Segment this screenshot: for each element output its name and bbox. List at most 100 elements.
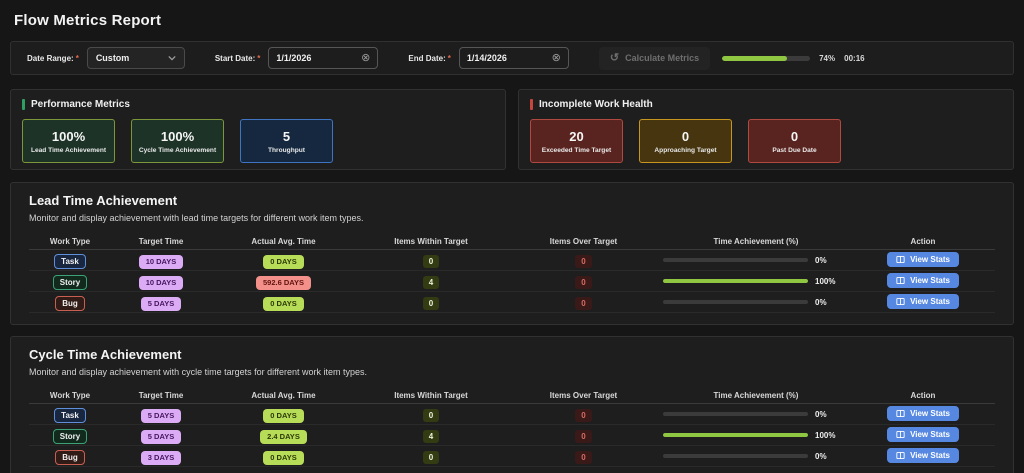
column-header: Items Within Target: [356, 391, 506, 400]
columns-icon: [896, 430, 905, 439]
clear-icon[interactable]: ⊗: [361, 53, 370, 64]
target-time-badge: 10 DAYS: [139, 255, 184, 269]
start-date-input-wrap: ⊗: [268, 47, 378, 69]
time-achievement-cell: 0%: [661, 256, 851, 265]
date-range-label: Date Range:*: [27, 54, 79, 63]
metric-label: Lead Time Achievement: [28, 147, 109, 154]
progress-track: [722, 56, 810, 61]
column-header: Actual Avg. Time: [211, 391, 356, 400]
actual-avg-time-badge: 0 DAYS: [263, 451, 303, 465]
filter-bar: Date Range:* Custom Start Date: * ⊗ End D…: [10, 41, 1014, 75]
items-over-target-cell: 0: [506, 426, 661, 444]
table-header-row: Work Type Target Time Actual Avg. Time I…: [29, 387, 995, 404]
metric-label: Past Due Date: [769, 147, 819, 154]
items-over-target-cell: 0: [506, 272, 661, 290]
action-cell: View Stats: [851, 293, 995, 311]
column-header: Target Time: [111, 391, 211, 400]
view-stats-label: View Stats: [910, 255, 950, 264]
column-header: Time Achievement (%): [661, 391, 851, 400]
view-stats-button[interactable]: View Stats: [887, 294, 959, 309]
work-type-badge: Task: [54, 408, 86, 423]
cycle-time-table-title: Cycle Time Achievement: [29, 347, 995, 362]
items-over-target-cell: 0: [506, 251, 661, 269]
work-type-badge: Story: [53, 275, 87, 290]
work-type-cell: Task: [29, 405, 111, 423]
progress-fill: [722, 56, 787, 61]
cycle-time-table-body: Task 5 DAYS 0 DAYS 0 0 0% View Stats: [29, 404, 995, 467]
action-cell: View Stats: [851, 447, 995, 465]
items-over-target-cell: 0: [506, 405, 661, 423]
target-time-cell: 10 DAYS: [111, 272, 211, 290]
lead-time-table-subtitle: Monitor and display achievement with lea…: [29, 213, 995, 223]
target-time-badge: 10 DAYS: [139, 276, 184, 290]
view-stats-label: View Stats: [910, 297, 950, 306]
items-over-target-badge: 0: [575, 409, 591, 422]
action-cell: View Stats: [851, 426, 995, 444]
actual-avg-time-badge: 0 DAYS: [263, 409, 303, 423]
progress-percent: 74%: [819, 54, 835, 63]
start-date-input[interactable]: [276, 53, 361, 63]
items-over-target-badge: 0: [575, 297, 591, 310]
column-header: Items Over Target: [506, 237, 661, 246]
items-within-target-cell: 4: [356, 426, 506, 444]
cycle-time-achievement-panel: Cycle Time Achievement Monitor and displ…: [10, 336, 1014, 473]
column-header: Action: [851, 391, 995, 400]
view-stats-label: View Stats: [910, 451, 950, 460]
columns-icon: [896, 276, 905, 285]
cycle-time-achievement-card: 100% Cycle Time Achievement: [131, 119, 224, 163]
target-time-cell: 5 DAYS: [111, 426, 211, 444]
time-achievement-cell: 0%: [661, 452, 851, 461]
incomplete-work-health-cards: 20 Exceeded Time Target 0 Approaching Ta…: [530, 119, 1002, 163]
items-over-target-cell: 0: [506, 293, 661, 311]
view-stats-button[interactable]: View Stats: [887, 427, 959, 442]
achievement-percent-label: 0%: [815, 410, 841, 419]
work-type-cell: Task: [29, 251, 111, 269]
required-asterisk: *: [76, 54, 79, 63]
date-range-field: Date Range:* Custom: [27, 47, 185, 69]
work-type-cell: Story: [29, 272, 111, 290]
column-header: Action: [851, 237, 995, 246]
target-time-badge: 3 DAYS: [141, 451, 181, 465]
start-date-label-text: Start Date:: [215, 54, 255, 63]
work-type-cell: Bug: [29, 293, 111, 311]
table-row: Story 10 DAYS 592.6 DAYS 4 0 100% View S…: [29, 271, 995, 292]
target-time-cell: 5 DAYS: [111, 293, 211, 311]
table-row: Bug 5 DAYS 0 DAYS 0 0 0% View Stats: [29, 292, 995, 313]
achievement-progress-track: [663, 279, 808, 283]
items-within-target-badge: 0: [423, 451, 439, 464]
actual-avg-time-cell: 592.6 DAYS: [211, 272, 356, 290]
red-accent-bar: [530, 99, 533, 110]
view-stats-button[interactable]: View Stats: [887, 448, 959, 463]
achievement-percent-label: 100%: [815, 277, 841, 286]
date-range-select[interactable]: Custom: [87, 47, 185, 69]
summary-row: Performance Metrics 100% Lead Time Achie…: [10, 89, 1014, 170]
work-type-cell: Story: [29, 426, 111, 444]
achievement-progress-track: [663, 258, 808, 262]
end-date-label: End Date:*: [408, 54, 450, 63]
view-stats-button[interactable]: View Stats: [887, 273, 959, 288]
view-stats-button[interactable]: View Stats: [887, 252, 959, 267]
date-range-label-text: Date Range:: [27, 54, 74, 63]
column-header: Work Type: [29, 237, 111, 246]
end-date-input-wrap: ⊗: [459, 47, 569, 69]
achievement-percent-label: 100%: [815, 431, 841, 440]
throughput-card: 5 Throughput: [240, 119, 333, 163]
table-header-row: Work Type Target Time Actual Avg. Time I…: [29, 233, 995, 250]
items-within-target-cell: 0: [356, 251, 506, 269]
actual-avg-time-cell: 0 DAYS: [211, 405, 356, 423]
achievement-progress-track: [663, 412, 808, 416]
calculation-progress: 74% 00:16: [722, 54, 864, 63]
actual-avg-time-cell: 2.4 DAYS: [211, 426, 356, 444]
action-cell: View Stats: [851, 405, 995, 423]
performance-metrics-panel: Performance Metrics 100% Lead Time Achie…: [10, 89, 506, 170]
view-stats-button[interactable]: View Stats: [887, 406, 959, 421]
actual-avg-time-cell: 0 DAYS: [211, 447, 356, 465]
calculate-metrics-button[interactable]: ↺ Calculate Metrics: [599, 47, 710, 70]
items-over-target-badge: 0: [575, 276, 591, 289]
lead-time-table-title: Lead Time Achievement: [29, 193, 995, 208]
columns-icon: [896, 297, 905, 306]
performance-metrics-header: Performance Metrics: [22, 99, 494, 110]
incomplete-work-health-title: Incomplete Work Health: [539, 99, 653, 110]
clear-icon[interactable]: ⊗: [552, 53, 561, 64]
end-date-input[interactable]: [467, 53, 552, 63]
